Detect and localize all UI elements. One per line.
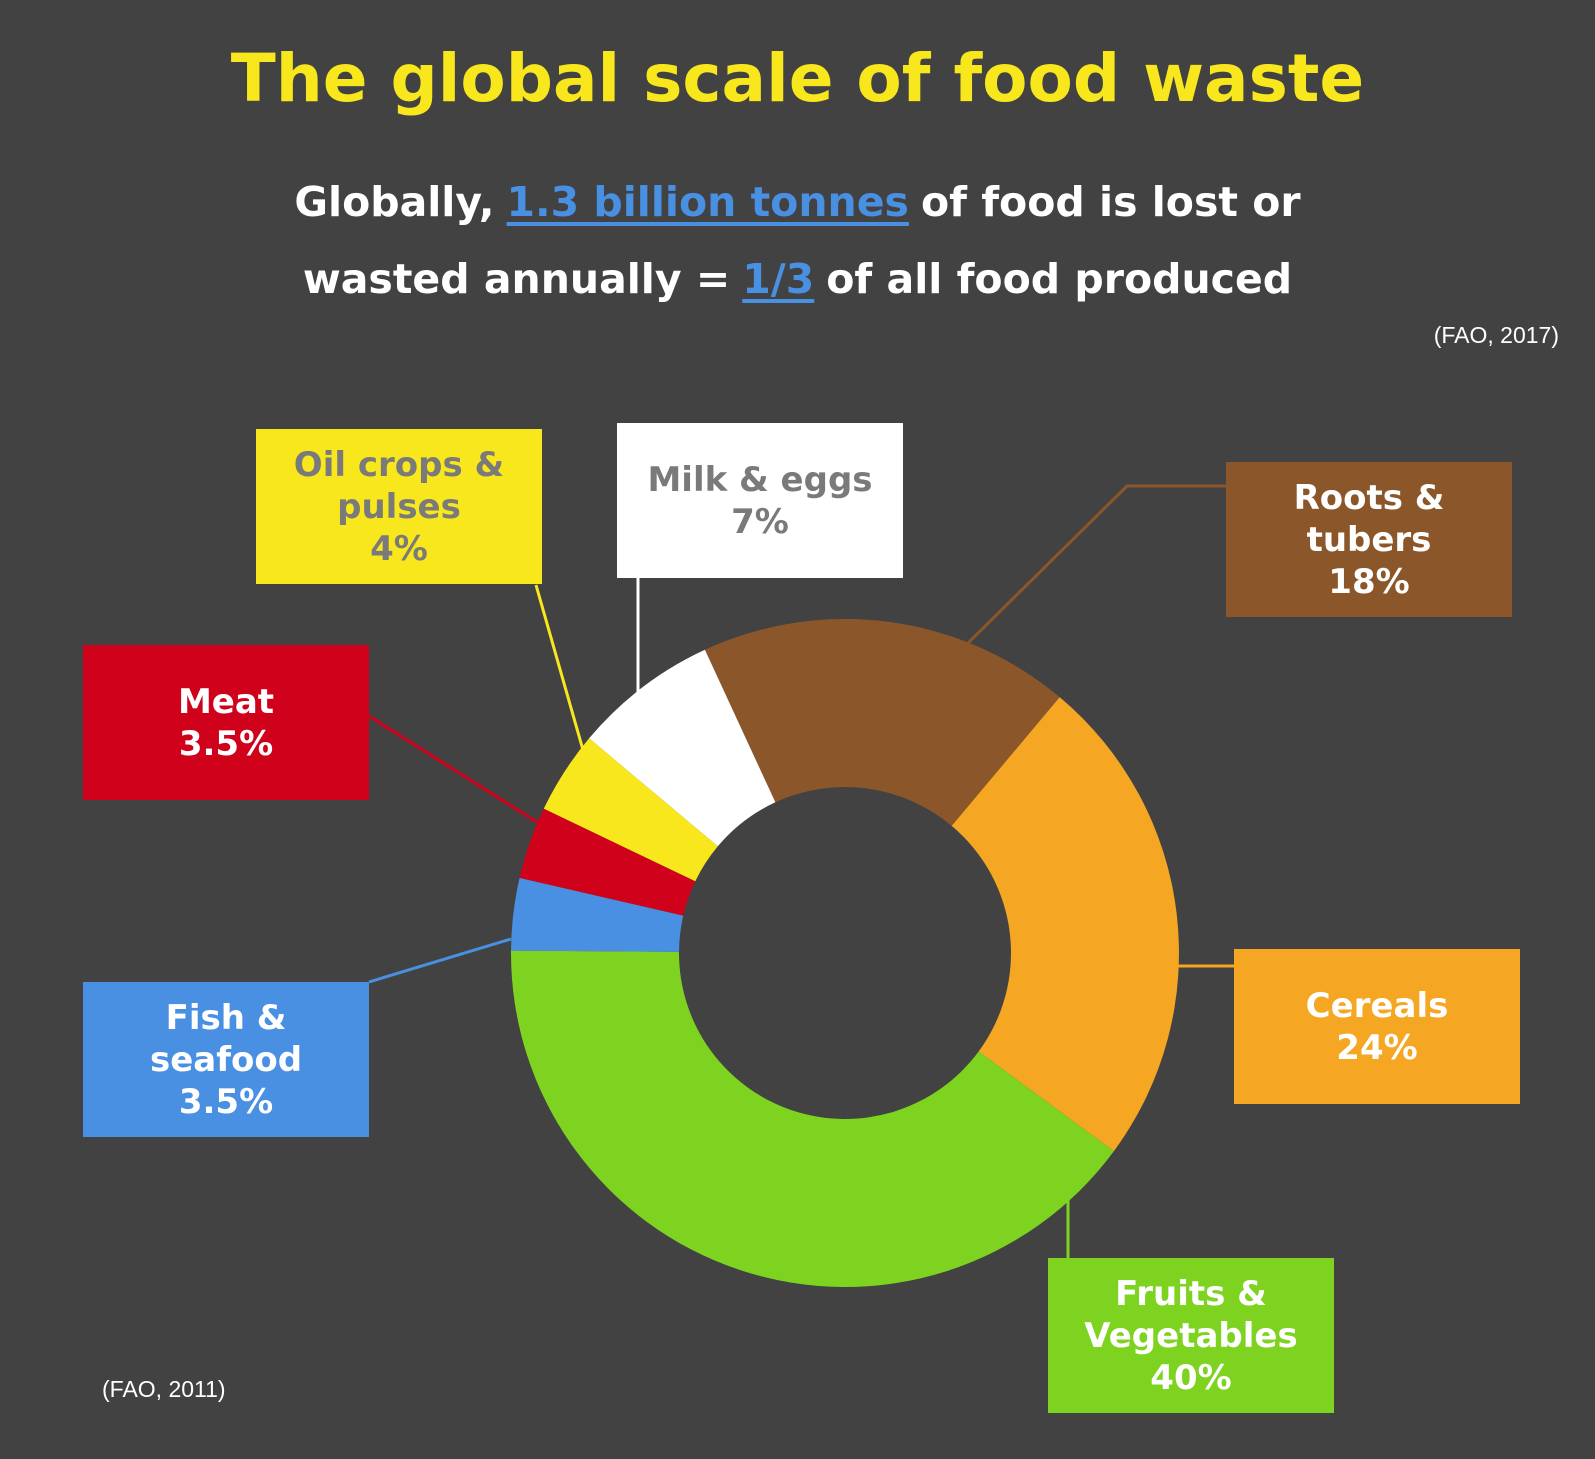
label-box: Cereals 24% [1234,949,1520,1104]
donut-slice [519,808,696,916]
leader-line [368,714,541,826]
value-label: 3.5% [178,723,274,764]
category-label: Oil crops & pulses [293,444,505,527]
donut-slice [589,649,776,847]
subtitle-text: of food is lost or [920,178,1301,226]
donut-slice [951,697,1180,1152]
category-label: Cereals [1305,985,1449,1026]
subtitle-line: Globally, 1.3 billion tonnes of food is lo… [0,178,1595,226]
subtitle-source: (FAO, 2017) [1433,322,1559,348]
value-label: 24% [1336,1027,1418,1068]
donut-slice [543,738,718,882]
leader-line [368,937,512,984]
category-label: Roots & tubers [1293,477,1445,560]
value-label: 4% [370,528,428,569]
category-label: Milk & eggs [647,459,873,500]
category-label: Fruits & Vegetables [1084,1273,1298,1356]
leader-line [534,584,585,751]
label-box: Milk & eggs 7% [617,423,903,578]
subtitle-text: of all food produced [826,255,1293,303]
source: (FAO, 2011) [102,1376,226,1402]
label-box: Oil crops & pulses 4% [256,429,542,584]
subtitle-line: wasted annually = 1/3 of all food produced [0,255,1595,303]
leader-line [964,484,1226,647]
value-label: 40% [1150,1357,1232,1398]
subtitle-text: Globally, [294,178,495,226]
title: The global scale of food waste [230,40,1365,117]
donut-slice [704,619,1060,826]
label-box: Fish & seafood 3.5% [83,982,369,1137]
category-label: Fish & seafood [149,997,303,1080]
category-label: Meat [177,681,275,722]
label-box: Fruits & Vegetables 40% [1048,1258,1334,1413]
label-box: Meat 3.5% [83,645,369,800]
value-label: 7% [731,501,789,542]
label-box: Roots & tubers 18% [1226,462,1512,617]
highlight-text: 1.3 billion tonnes [506,178,909,226]
value-label: 18% [1328,561,1410,602]
subtitle-text: wasted annually = [302,255,731,303]
highlight-text: 1/3 [742,255,815,303]
value-label: 3.5% [178,1081,274,1122]
donut-slice [511,950,1114,1287]
donut-slice [511,877,684,952]
